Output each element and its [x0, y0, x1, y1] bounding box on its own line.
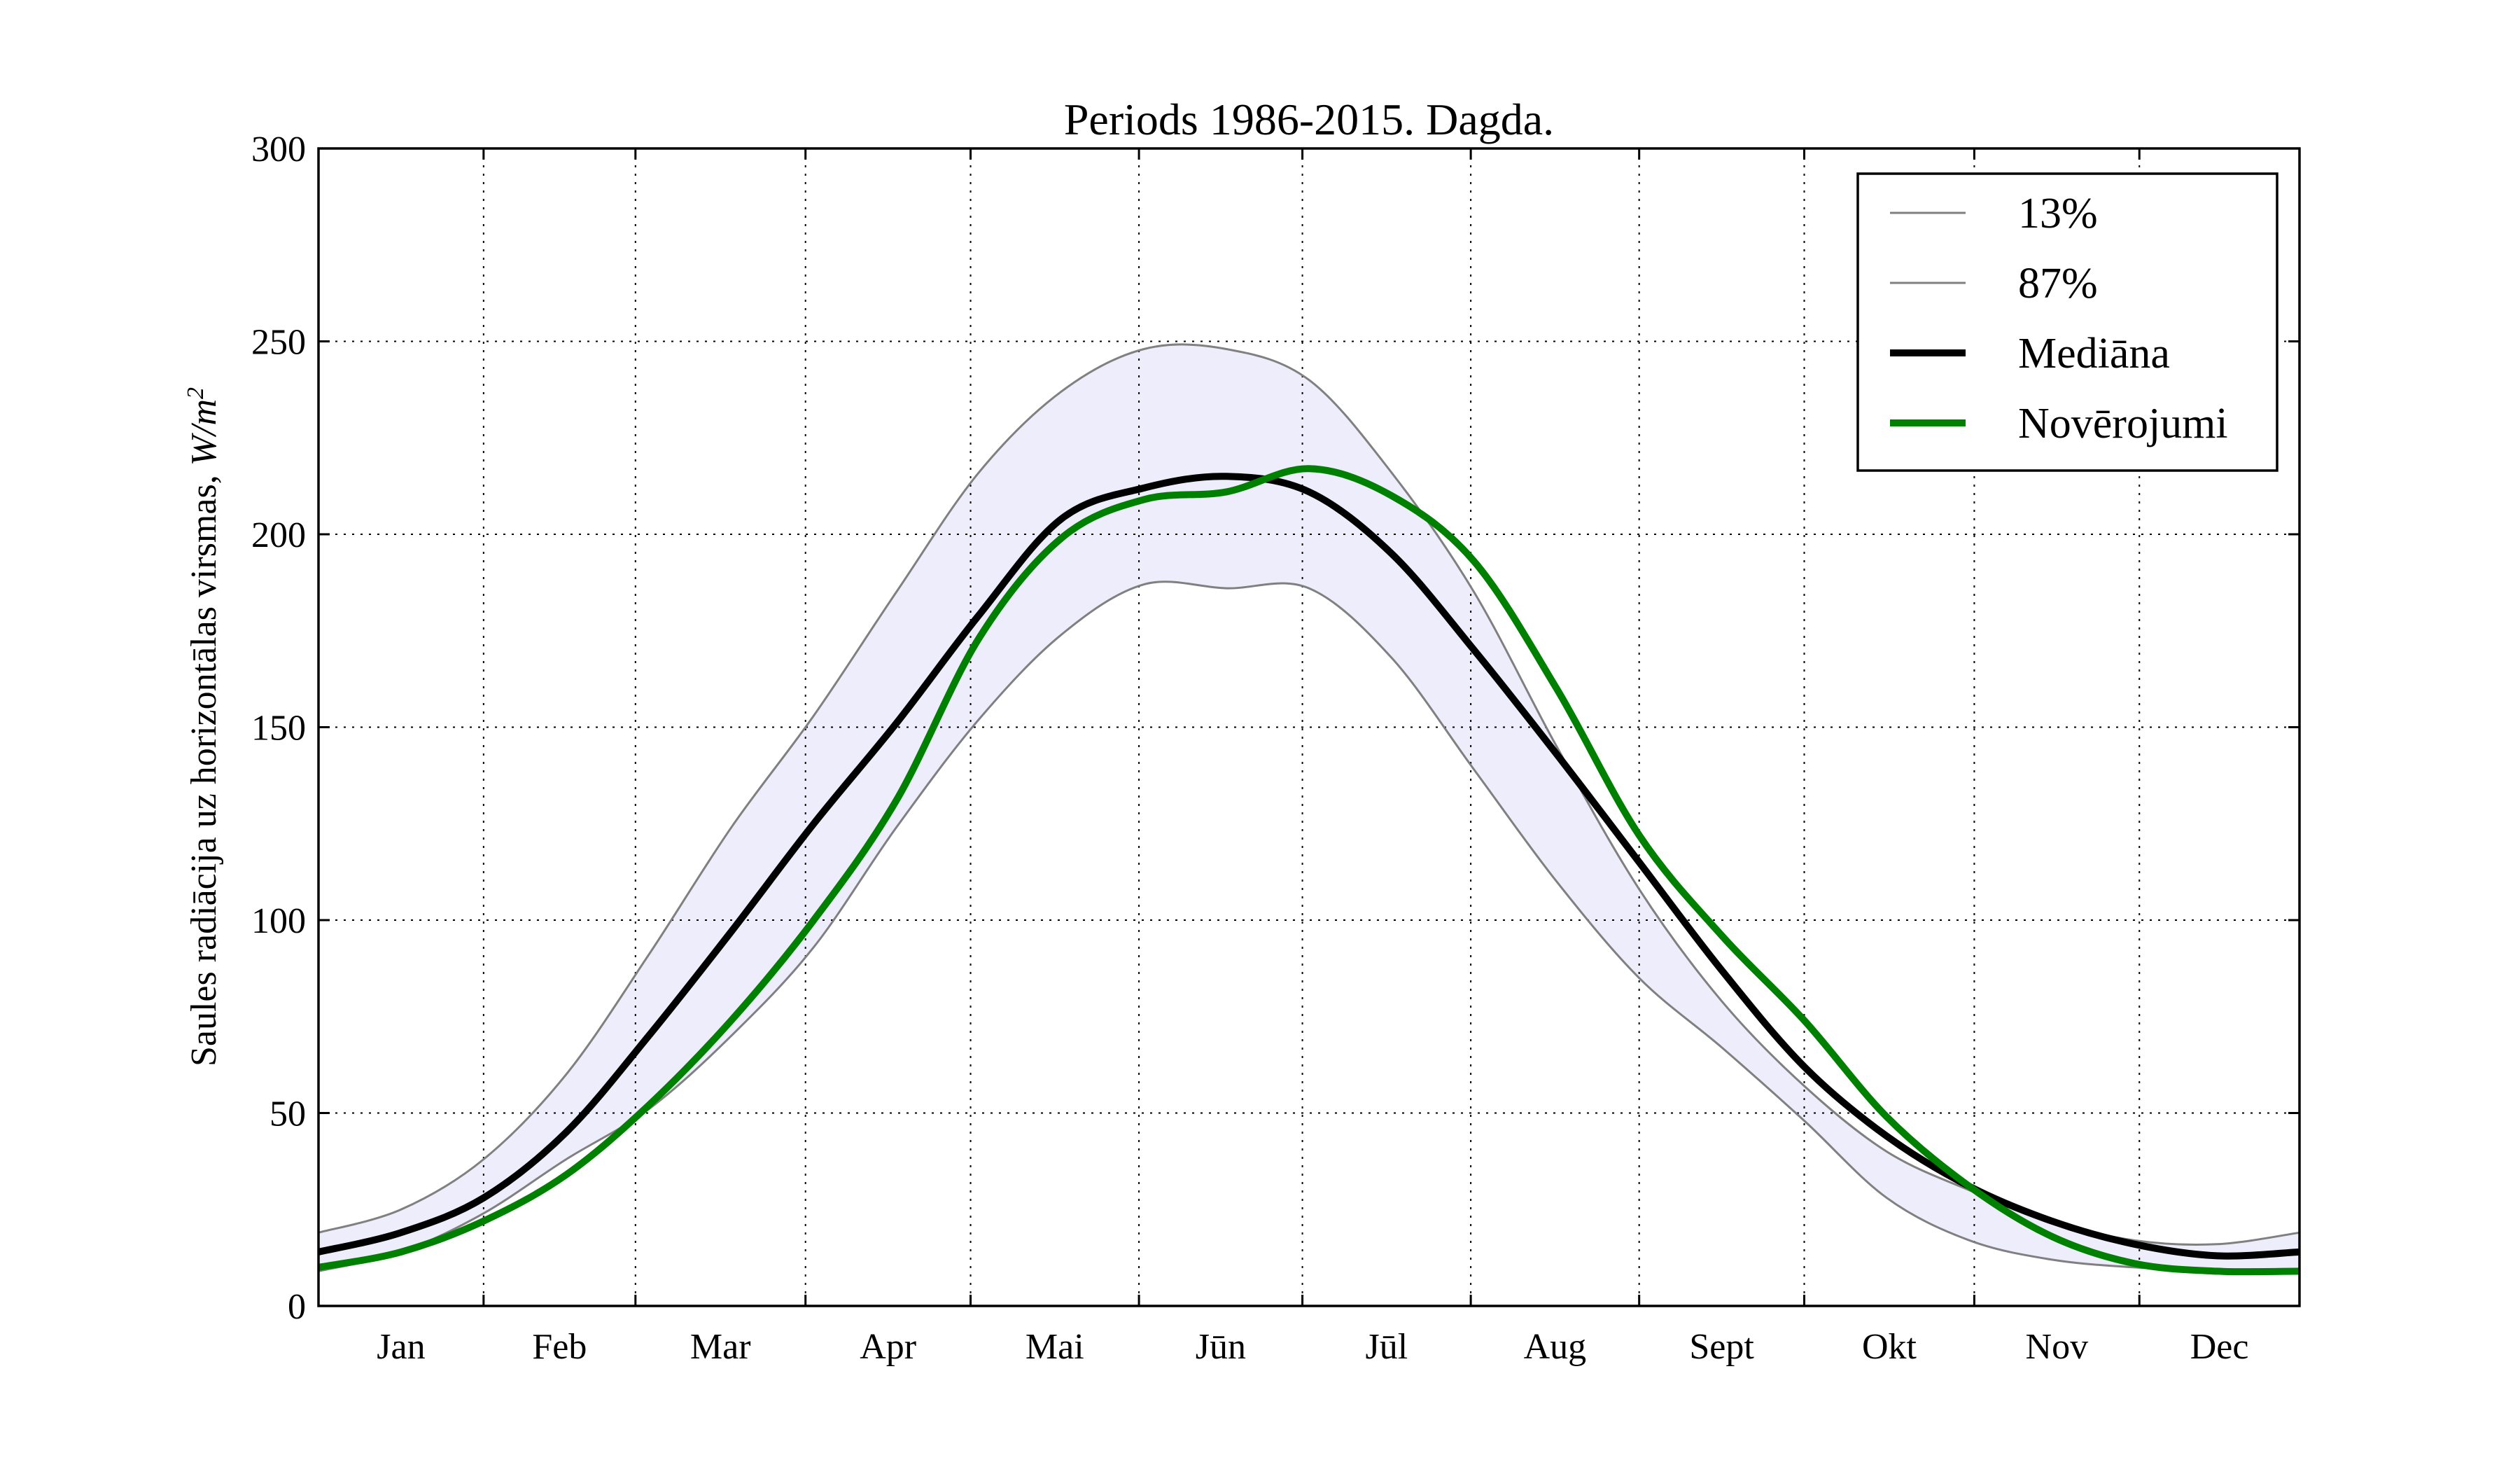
- x-tick-label: Nov: [2026, 1327, 2089, 1367]
- x-tick-label: Okt: [1862, 1327, 1917, 1367]
- legend-label-13: 13%: [2018, 190, 2098, 237]
- legend-label-87: 87%: [2018, 260, 2098, 307]
- y-tick-label: 200: [251, 515, 306, 555]
- series-line-13: [318, 343, 2300, 1246]
- x-tick-label: Aug: [1524, 1327, 1587, 1367]
- x-tick-label: Mai: [1026, 1327, 1084, 1367]
- y-tick-label: 250: [251, 323, 306, 363]
- legend: 13% 87% Mediāna Novērojumi: [1856, 172, 2278, 472]
- x-tick-label: Feb: [532, 1327, 587, 1367]
- axis-ticks: 0 50 100 150 200 250 300 Jan Feb Mar Apr Mai Jūn Jūl A…: [251, 130, 2300, 1367]
- x-tick-label: Sept: [1689, 1327, 1754, 1367]
- chart-title: Periods 1986-2015. Dagda.: [1064, 95, 1554, 144]
- legend-label-observed: Novērojumi: [2018, 400, 2228, 447]
- y-tick-label: 100: [251, 901, 306, 941]
- series-line-median: [317, 473, 2300, 1260]
- x-tick-label: Jūn: [1196, 1327, 1246, 1367]
- x-tick-label: Apr: [860, 1327, 916, 1367]
- series-line-87: [318, 580, 2300, 1273]
- legend-label-median: Mediāna: [2018, 330, 2170, 377]
- x-tick-label: Mar: [690, 1327, 751, 1367]
- x-tick-label: Jūl: [1365, 1327, 1408, 1367]
- y-axis-label: Saules radiācija uz horizontālas virsmas…: [183, 387, 224, 1066]
- x-tick-label: Jan: [377, 1327, 425, 1367]
- y-tick-label: 50: [270, 1094, 306, 1134]
- x-tick-label: Dec: [2190, 1327, 2249, 1367]
- y-tick-label: 0: [288, 1287, 306, 1327]
- series-lines: [317, 343, 2300, 1276]
- y-tick-label: 300: [251, 130, 306, 169]
- y-tick-label: 150: [251, 709, 306, 749]
- series-line-observed: [318, 465, 2300, 1276]
